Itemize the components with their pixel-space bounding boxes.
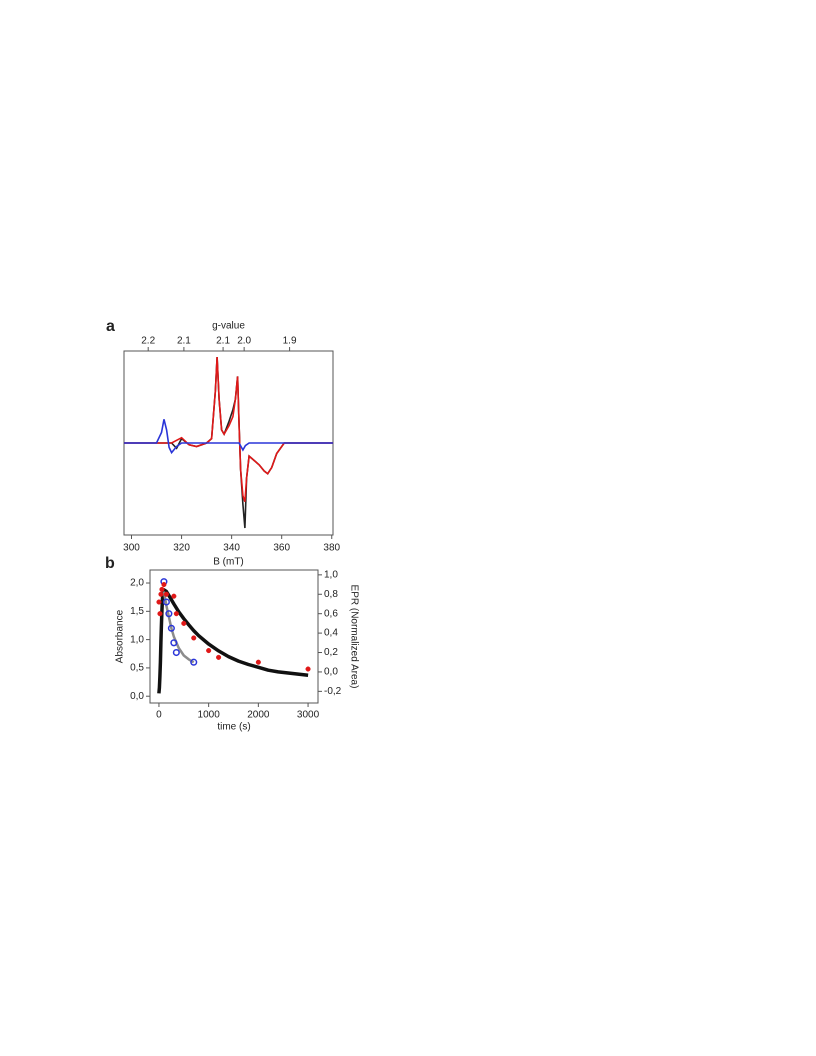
x-tick-label: 0 (156, 710, 162, 721)
x2-tick-label: 2.2 (141, 336, 155, 347)
x2-axis-label: g-value (212, 321, 245, 332)
x-tick-label: 3000 (297, 710, 320, 721)
x-tick-label: 2000 (247, 710, 270, 721)
y-tick-label: 1,5 (130, 606, 144, 617)
x-tick-label: 360 (273, 543, 290, 554)
y2-tick-label: 0,4 (324, 628, 338, 639)
data-point (216, 654, 222, 660)
x-tick-label: 380 (323, 543, 340, 554)
y-tick-label: 2,0 (130, 578, 144, 589)
y2-axis-label: EPR (Normalized Area) (348, 585, 359, 689)
x2-tick-label: 1.9 (283, 336, 297, 347)
spectrum-line (124, 357, 333, 502)
data-point (255, 659, 261, 665)
data-point (181, 620, 187, 626)
absorbance-line (157, 588, 309, 694)
x-axis-label: B (mT) (213, 557, 244, 568)
y2-tick-label: -0,2 (324, 686, 342, 697)
data-point (156, 599, 162, 605)
x2-tick-label: 2.1 (177, 336, 191, 347)
y2-tick-label: 0,2 (324, 647, 338, 658)
y2-tick-label: 0,8 (324, 589, 338, 600)
panel-label: b (105, 555, 115, 572)
data-point (157, 611, 163, 617)
data-point (173, 611, 179, 617)
y-tick-label: 0,0 (130, 691, 144, 702)
data-point (172, 648, 180, 657)
x-tick-label: 320 (173, 543, 190, 554)
spectrum-line (124, 419, 333, 455)
y2-tick-label: 0,6 (324, 608, 338, 619)
plot-frame (149, 569, 319, 704)
data-point (191, 635, 197, 641)
data-point (171, 593, 177, 599)
panel-label: a (106, 318, 115, 335)
x-tick-label: 300 (123, 543, 140, 554)
data-point (161, 582, 167, 588)
data-point (158, 591, 164, 597)
data-point (159, 586, 165, 592)
data-point (190, 658, 198, 666)
data-point (167, 624, 175, 632)
data-point (206, 648, 212, 654)
x2-tick-label: 2.1 (216, 336, 230, 347)
x-tick-label: 340 (223, 543, 240, 554)
y2-tick-label: 0,0 (324, 667, 338, 678)
x-tick-label: 1000 (198, 710, 221, 721)
data-point (162, 598, 170, 606)
x-axis-label: time (s) (217, 722, 250, 733)
data-point (170, 639, 178, 647)
y-tick-label: 1,0 (130, 634, 144, 645)
y2-tick-label: 1,0 (324, 569, 338, 580)
data-point (305, 666, 311, 672)
y-axis-label: Absorbance (115, 609, 126, 663)
data-point (165, 610, 173, 618)
data-point (163, 591, 169, 597)
y-tick-label: 0,5 (130, 663, 144, 674)
x2-tick-label: 2.0 (237, 336, 251, 347)
